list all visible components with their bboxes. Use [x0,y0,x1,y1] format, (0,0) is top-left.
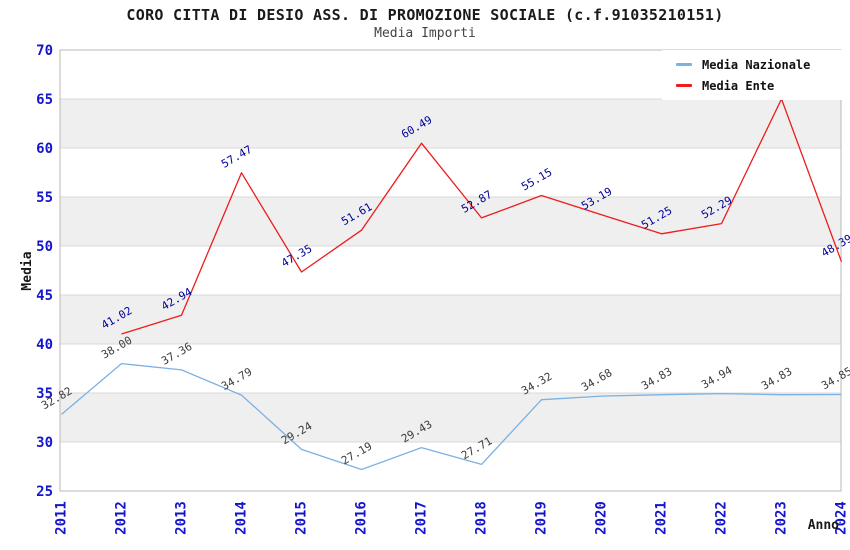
x-axis-title: Anno [808,518,839,533]
y-tick-label: 25 [36,484,53,500]
y-tick-label: 70 [36,43,53,59]
x-tick-label: 2013 [174,501,190,535]
legend-item: Media Nazionale [676,58,845,72]
legend-label: Media Nazionale [702,57,811,72]
chart-title: CORO CITTA DI DESIO ASS. DI PROMOZIONE S… [126,6,724,24]
y-tick-label: 60 [36,141,53,157]
plot-border [59,49,842,492]
series-lines [61,98,843,471]
x-tick-label: 2015 [294,501,310,535]
x-tick-label: 2011 [54,501,70,535]
y-tick-label: 50 [36,239,53,255]
y-tick-label: 45 [36,288,53,304]
x-tick-label: 2024 [834,501,850,535]
plot-band [60,148,841,197]
y-axis-title: Media [20,251,35,290]
media-ente-line [121,98,843,335]
chart-subtitle: Media Importi [374,26,476,41]
y-tick-label: 55 [36,190,53,206]
plot-bands [60,50,841,491]
y-tick-label: 40 [36,337,53,353]
y-tick-label: 35 [36,386,53,402]
plot-band [60,197,841,246]
y-tick-label: 65 [36,92,53,108]
x-tick-label: 2016 [354,501,370,535]
x-tick-label: 2023 [774,501,790,535]
x-tick-label: 2012 [114,501,130,535]
x-tick-label: 2019 [534,501,550,535]
legend-dash-media-nazionale-icon [676,63,692,66]
x-tick-label: 2018 [474,501,490,535]
legend-label: Media Ente [702,78,775,93]
plot-band [60,295,841,344]
plot-band [60,442,841,491]
legend-item: Media Ente [676,79,845,93]
x-tick-label: 2020 [594,501,610,535]
plot-band [60,246,841,295]
plot-band [60,99,841,148]
plot-band [60,344,841,393]
plot-border-rect [59,49,842,492]
x-tick-label: 2014 [234,501,250,535]
media-nazionale-line [61,362,842,471]
legend: Media Nazionale Media Ente [662,50,845,100]
legend-dash-media-ente-icon [676,84,692,87]
x-tick-label: 2021 [654,501,670,535]
plot-band [60,393,841,442]
x-tick-label: 2017 [414,501,430,535]
y-tick-label: 30 [36,435,53,451]
x-tick-label: 2022 [714,501,730,535]
